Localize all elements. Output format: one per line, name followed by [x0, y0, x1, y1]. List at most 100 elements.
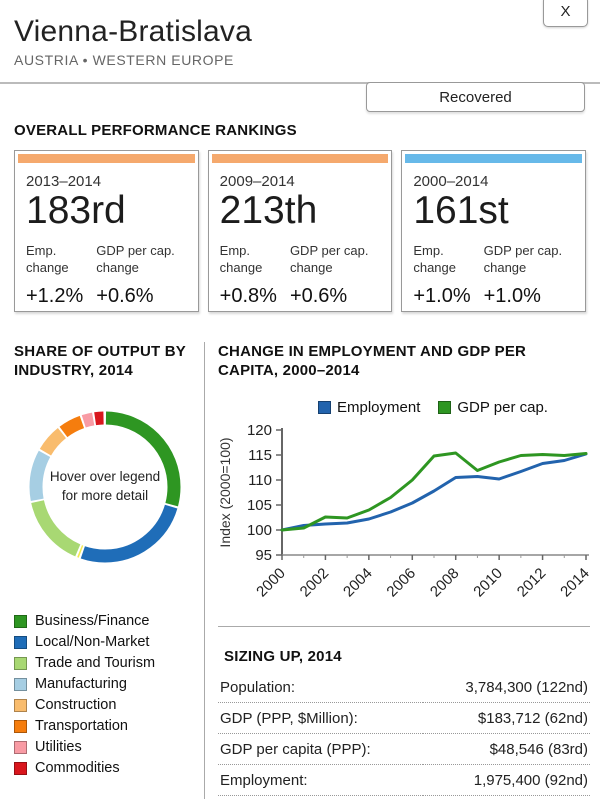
- ranking-card-2000-2014: 2000–2014 161st Emp. change +1.0% GDP pe…: [401, 149, 587, 312]
- card-period: 2009–2014: [219, 172, 295, 190]
- legend-item-utilities[interactable]: Utilities: [14, 737, 196, 758]
- legend-swatch: [14, 698, 27, 712]
- chart-legend-item-employment[interactable]: Employment: [318, 399, 420, 416]
- legend-item-manufacturing[interactable]: Manufacturing: [14, 674, 196, 695]
- legend-swatch: [14, 635, 27, 649]
- card-accent-bar: [405, 153, 583, 163]
- metric-value: +0.6%: [289, 285, 348, 308]
- legend-swatch: [14, 677, 27, 691]
- page-subtitle: AUSTRIA • WESTERN EUROPE: [14, 52, 234, 68]
- card-period: 2013–2014: [26, 172, 102, 190]
- y-tick-label: 110: [248, 472, 272, 489]
- gdp-change-metric: GDP per cap. change +1.0%: [484, 243, 570, 308]
- metric-value: +0.6%: [96, 285, 154, 308]
- donut-ring: [29, 411, 181, 562]
- card-accent-bar: [18, 153, 195, 163]
- industry-heading: SHARE OF OUTPUT BY INDUSTRY, 2014: [14, 342, 186, 380]
- metric-label: GDP per cap. change: [483, 243, 563, 276]
- ranking-card-2013-2014: 2013–2014 183rd Emp. change +1.2% GDP pe…: [14, 149, 199, 312]
- metric-label: Emp. change: [413, 243, 456, 276]
- legend-item-business-finance[interactable]: Business/Finance: [14, 611, 196, 632]
- page-title: Vienna-Bratislava: [14, 15, 252, 48]
- card-rank: 183rd: [26, 188, 126, 232]
- legend-item-local-non-market[interactable]: Local/Non-Market: [14, 632, 196, 653]
- sizing-row-label: Population:: [218, 672, 423, 703]
- sizing-row: GDP (PPP, $Million): $183,712 (62nd): [218, 702, 590, 734]
- section-divider: [218, 625, 590, 627]
- chart-legend-swatch: [438, 400, 452, 414]
- card-accent-bar: [211, 153, 389, 163]
- header: Vienna-Bratislava AUSTRIA • WESTERN EURO…: [0, 0, 600, 84]
- sizing-up-table: Population: 3,784,300 (122nd) GDP (PPP, $M…: [218, 672, 590, 796]
- gdp-change-metric: GDP per cap. change +0.6%: [96, 243, 182, 308]
- close-button[interactable]: X: [543, 0, 588, 27]
- legend-item-commodities[interactable]: Commodities: [14, 758, 196, 779]
- y-tick-label: 95: [255, 547, 272, 564]
- metric-value: +1.0%: [413, 285, 471, 308]
- chart-legend-label: GDP per cap.: [457, 398, 548, 416]
- metric-label: GDP per cap. change: [96, 243, 175, 276]
- overall-performance-rankings-section: OVERALL PERFORMANCE RANKINGS 2013–2014 1…: [0, 121, 600, 312]
- x-tick-label: 2004: [340, 564, 376, 599]
- x-tick-label: 2000: [253, 564, 289, 599]
- sizing-row-label: Employment:: [218, 764, 423, 796]
- x-tick-label: 2012: [514, 564, 550, 599]
- x-tick-label: 2010: [470, 564, 506, 599]
- legend-item-transportation[interactable]: Transportation: [14, 716, 196, 737]
- recovered-status-button[interactable]: Recovered: [366, 82, 585, 112]
- line-chart-legend: Employment GDP per cap.: [276, 399, 590, 416]
- card-rank: 161st: [413, 188, 509, 232]
- emp-change-metric: Emp. change +1.2%: [26, 243, 83, 308]
- chart-legend-label: Employment: [337, 398, 421, 416]
- legend-item-construction[interactable]: Construction: [14, 695, 196, 716]
- ranking-card-2009-2014: 2009–2014 213th Emp. change +0.8% GDP pe…: [207, 149, 393, 312]
- employment-gdp-section: CHANGE IN EMPLOYMENT AND GDP PER CAPITA,…: [205, 342, 600, 799]
- series-line-gdp-per-cap-: [280, 451, 588, 531]
- card-rank: 213th: [219, 188, 318, 232]
- sizing-row-value: 1,975,400 (92nd): [422, 764, 590, 796]
- industry-legend: Business/Finance Local/Non-Market Trade an…: [14, 611, 196, 779]
- metric-label: GDP per cap. change: [289, 243, 369, 276]
- ranking-cards: 2013–2014 183rd Emp. change +1.2% GDP pe…: [14, 149, 587, 312]
- donut-segment-manufacturing[interactable]: [29, 411, 181, 562]
- legend-swatch: [14, 740, 27, 754]
- x-tick-label: 2014: [557, 564, 590, 599]
- metric-value: +1.0%: [483, 285, 541, 308]
- legend-label: Utilities: [35, 739, 82, 755]
- legend-item-trade-and-tourism[interactable]: Trade and Tourism: [14, 653, 196, 674]
- x-tick-label: 2002: [297, 564, 333, 599]
- legend-label: Business/Finance: [35, 613, 150, 629]
- legend-label: Local/Non-Market: [35, 634, 150, 650]
- sizing-row: GDP per capita (PPP): $48,546 (83rd): [218, 733, 590, 765]
- y-tick-label: 105: [247, 497, 272, 514]
- sizing-row-value: $183,712 (62nd): [422, 702, 590, 734]
- employment-chart-heading: CHANGE IN EMPLOYMENT AND GDP PER CAPITA,…: [218, 342, 527, 380]
- sizing-row-value: $48,546 (83rd): [422, 733, 590, 765]
- rankings-heading: OVERALL PERFORMANCE RANKINGS: [14, 122, 297, 139]
- y-tick-label: 100: [247, 522, 272, 539]
- metric-label: Emp. change: [26, 243, 69, 276]
- sizing-row-value: 3,784,300 (122nd): [422, 672, 590, 703]
- y-tick-label: 120: [247, 422, 272, 439]
- chart-legend-swatch: [318, 400, 331, 414]
- donut-segment-local-non-market[interactable]: [29, 411, 181, 562]
- legend-label: Transportation: [35, 718, 128, 734]
- x-tick-label: 2008: [427, 564, 463, 599]
- sizing-row: Population: 3,784,300 (122nd): [218, 672, 590, 703]
- industry-donut-chart: Hover over legend for more detail: [26, 408, 184, 566]
- sizing-row-label: GDP (PPP, $Million):: [218, 702, 423, 734]
- legend-swatch: [14, 761, 27, 775]
- chart-legend-item-gdp-per-cap-[interactable]: GDP per cap.: [438, 399, 548, 416]
- sizing-row-label: GDP per capita (PPP):: [218, 733, 423, 765]
- metric-label: Emp. change: [219, 243, 263, 276]
- card-period: 2000–2014: [413, 172, 489, 190]
- legend-label: Trade and Tourism: [35, 655, 156, 671]
- legend-label: Commodities: [35, 760, 120, 776]
- legend-swatch: [14, 656, 27, 670]
- industry-share-section: SHARE OF OUTPUT BY INDUSTRY, 2014 Hover …: [14, 341, 205, 799]
- metric-value: +1.2%: [26, 285, 84, 308]
- series-line-employment: [280, 452, 588, 531]
- donut-segment-business-finance[interactable]: [29, 411, 181, 562]
